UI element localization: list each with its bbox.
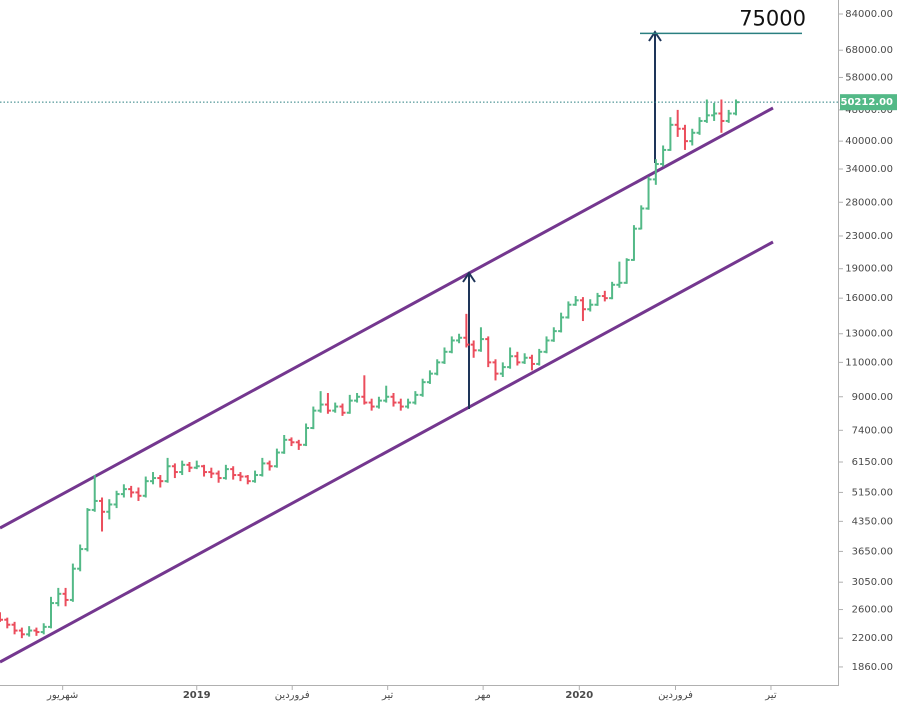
- y-tick-label: 19000.00: [845, 264, 893, 275]
- y-tick-label: 2600.00: [852, 605, 893, 616]
- y-tick-label: 84000.00: [845, 9, 893, 20]
- y-tick-label: 4350.00: [852, 516, 893, 527]
- y-tick-label: 34000.00: [845, 164, 893, 175]
- x-tick-label: 2019: [183, 690, 211, 701]
- x-tick-label: فروردین: [658, 690, 693, 701]
- x-tick-label: شهریور: [46, 690, 78, 701]
- last-price-badge: [840, 94, 897, 111]
- y-tick-label: 58000.00: [845, 72, 893, 83]
- y-tick-label: 2200.00: [852, 633, 893, 644]
- y-tick-label: 9000.00: [852, 392, 893, 403]
- channel-lower: [0, 240, 774, 664]
- y-tick-label: 13000.00: [845, 329, 893, 340]
- x-tick-label: فروردین: [275, 690, 310, 701]
- y-tick-label: 28000.00: [845, 197, 893, 208]
- y-tick-label: 1860.00: [852, 662, 893, 673]
- arrow-head: [462, 271, 476, 283]
- x-tick-label: 2020: [565, 690, 593, 701]
- y-tick-label: 48000.00: [845, 105, 893, 116]
- arrow-head: [648, 30, 662, 42]
- y-tick-label: 68000.00: [845, 45, 893, 56]
- y-tick-label: 40000.00: [845, 136, 893, 147]
- last-price-label: 50212.00: [840, 97, 893, 108]
- x-tick-label: تیر: [381, 690, 394, 701]
- y-tick-label: 3650.00: [852, 546, 893, 557]
- y-tick-label: 23000.00: [845, 231, 893, 242]
- y-tick-label: 7400.00: [852, 425, 893, 436]
- target-label: 75000: [739, 6, 806, 30]
- y-tick-label: 3050.00: [852, 577, 893, 588]
- y-tick-label: 11000.00: [845, 357, 893, 368]
- channel-upper: [0, 106, 774, 530]
- x-tick-label: مهر: [474, 690, 490, 701]
- y-tick-label: 6150.00: [852, 457, 893, 468]
- y-tick-label: 5150.00: [852, 487, 893, 498]
- y-tick-label: 16000.00: [845, 293, 893, 304]
- x-tick-label: تیر: [764, 690, 777, 701]
